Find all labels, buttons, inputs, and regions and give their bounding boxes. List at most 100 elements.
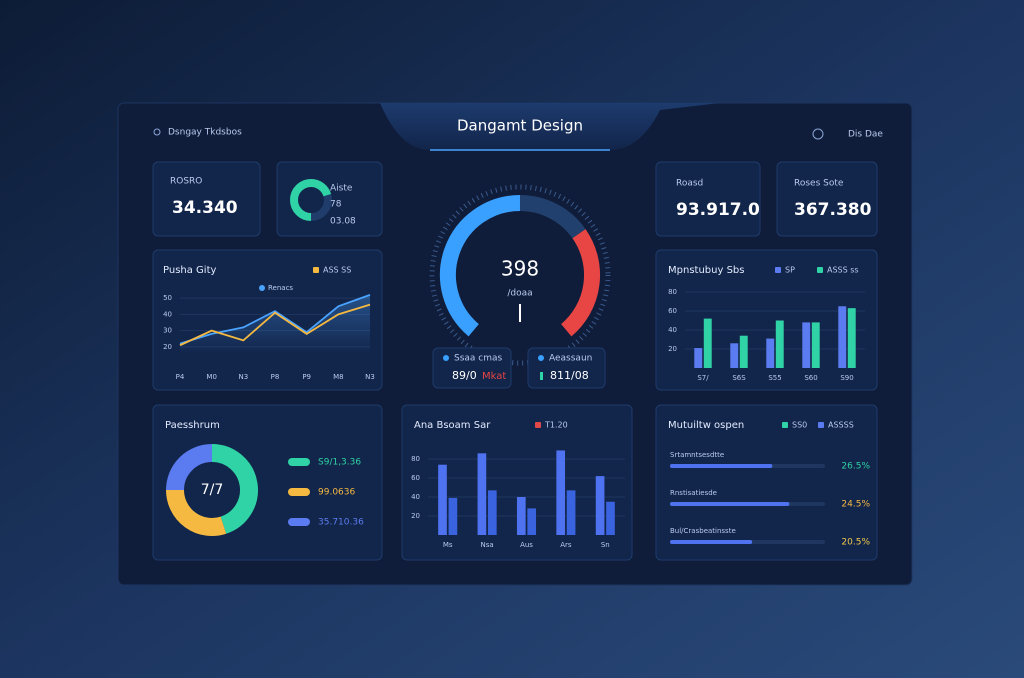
bar <box>566 490 576 535</box>
panel <box>655 404 878 561</box>
donut-segment <box>166 444 213 491</box>
y-tick-label: 40 <box>411 493 420 501</box>
kpi-value: 367.380 <box>794 200 872 220</box>
bar-label: Srtamntsesdtte <box>670 451 724 459</box>
panel-title: Mpnstubuy Sbs <box>668 265 744 276</box>
bar <box>766 338 775 368</box>
header-right: Dis Dae <box>848 130 883 140</box>
bar <box>775 320 784 368</box>
legend-swatch <box>288 458 310 466</box>
pill-label: Ssaa cmas <box>454 354 503 364</box>
kpi-label: ROSRO <box>170 177 202 187</box>
bar <box>847 308 856 368</box>
panel-title: Ana Bsoam Sar <box>414 420 491 431</box>
bar <box>438 464 447 535</box>
gauge-arc <box>519 195 586 239</box>
pill-dot <box>443 355 449 361</box>
legend-label: ASSS ss <box>827 266 859 275</box>
y-tick-label: 40 <box>668 326 677 334</box>
pill-value: 811/08 <box>550 369 589 382</box>
bar <box>477 453 487 535</box>
pill-card <box>527 347 606 389</box>
gauge-arc <box>439 195 521 337</box>
x-tick-label: M8 <box>333 373 344 381</box>
x-tick-label: P8 <box>271 373 280 381</box>
kpi-card <box>776 161 878 237</box>
x-tick-label: Ars <box>560 541 572 549</box>
x-tick-label: Ms <box>443 541 453 549</box>
panel-title: Paesshrum <box>165 420 220 431</box>
bar-label: Bul/Crasbeatinsste <box>670 527 736 535</box>
y-tick-label: 80 <box>668 288 677 296</box>
header-tab <box>320 103 720 150</box>
x-tick-label: M0 <box>206 373 217 381</box>
header-icon <box>153 128 161 136</box>
bar <box>703 318 712 368</box>
gauge-unit: /doaa <box>507 289 532 299</box>
y-tick-label: 20 <box>163 343 172 351</box>
bar <box>694 348 703 368</box>
legend-swatch <box>259 285 265 291</box>
header-title: Dangamt Design <box>457 117 583 135</box>
progress-bar <box>670 502 790 506</box>
donut-segment <box>211 444 258 534</box>
bar <box>527 508 537 535</box>
y-tick-label: 40 <box>163 310 172 318</box>
bar <box>730 343 739 368</box>
pill-label: Aeassaun <box>549 354 592 364</box>
y-tick-label: 50 <box>163 294 172 302</box>
y-tick-label: 60 <box>668 307 677 315</box>
legend-swatch <box>313 267 319 273</box>
x-tick-label: Nsa <box>481 541 494 549</box>
legend-label: Renacs <box>268 284 293 292</box>
legend-swatch <box>817 267 823 273</box>
bar <box>811 322 820 368</box>
bar <box>448 497 458 535</box>
bar <box>802 322 811 368</box>
header-left: Dsngay Tkdsbos <box>168 128 242 138</box>
gauge-arc <box>560 229 600 337</box>
y-tick-label: 20 <box>668 345 677 353</box>
mini-text: 03.08 <box>330 217 356 227</box>
line <box>179 294 371 345</box>
y-tick-label: 20 <box>411 512 420 520</box>
y-tick-label: 80 <box>411 455 420 463</box>
x-tick-label: N3 <box>238 373 248 381</box>
side-label: 26.5% <box>841 462 870 472</box>
kpi-label: Roasd <box>676 179 703 189</box>
x-tick-label: P9 <box>302 373 311 381</box>
x-tick-label: S7/ <box>697 374 709 382</box>
pill-marker <box>540 372 543 380</box>
kpi-value: 93.917.0 <box>676 200 760 220</box>
kpi-card <box>655 161 761 237</box>
x-tick-label: N3 <box>365 373 375 381</box>
bar <box>838 306 847 368</box>
legend-label: ASS SS <box>323 266 351 275</box>
gauge-ticks <box>429 184 611 366</box>
legend-label: T1.20 <box>544 421 568 430</box>
side-label: 20.5% <box>841 538 870 548</box>
side-label: 24.5% <box>841 500 870 510</box>
legend-label: SP <box>785 266 795 275</box>
x-tick-label: P4 <box>176 373 185 381</box>
pill-extra: Mkat <box>482 371 506 382</box>
panel-title: Mutuiltw ospen <box>668 420 744 431</box>
kpi-label: Roses Sote <box>794 179 844 189</box>
y-tick-label: 30 <box>163 327 172 335</box>
header-icon <box>812 128 824 140</box>
area <box>180 294 370 355</box>
x-tick-label: S60 <box>804 374 817 382</box>
pill-dot <box>538 355 544 361</box>
bar <box>595 476 605 535</box>
pill-value: 89/0 <box>452 369 477 382</box>
mini-text: Aiste <box>330 184 353 194</box>
mini-text: 78 <box>330 200 342 210</box>
legend-label: ASSSS <box>828 421 854 430</box>
panel-title: Pusha Gity <box>163 265 216 276</box>
bar <box>516 497 526 535</box>
legend-swatch <box>535 422 541 428</box>
legend-label: 99.0636 <box>318 488 355 498</box>
kpi-value: 34.340 <box>172 198 238 218</box>
bar <box>739 335 748 368</box>
